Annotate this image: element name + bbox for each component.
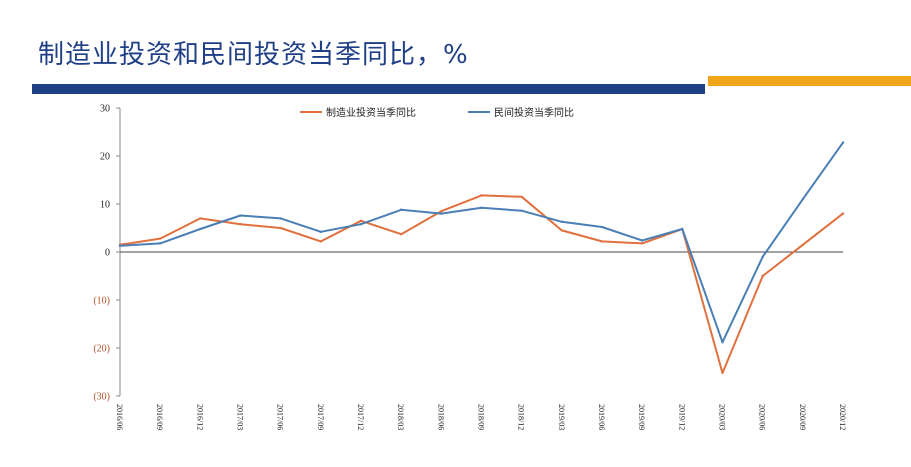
chart-legend: 制造业投资当季同比 民间投资当季同比 xyxy=(300,106,574,119)
data-point xyxy=(359,222,363,226)
data-point xyxy=(480,194,483,197)
title-underline-orange xyxy=(708,76,911,86)
data-point xyxy=(440,212,443,215)
data-point xyxy=(440,210,443,213)
series-line-manufacturing xyxy=(119,194,844,374)
y-tick-label: (20) xyxy=(93,344,110,355)
y-tick-label: (30) xyxy=(93,392,110,403)
data-point xyxy=(520,195,523,198)
line-chart: 30 20 10 0 (10) (20) (30) 2016/06 2016/09 2016/1… xyxy=(93,104,847,431)
series-line-private xyxy=(119,142,844,344)
data-point xyxy=(600,240,604,243)
data-point xyxy=(118,244,122,247)
data-point xyxy=(681,227,684,231)
data-point xyxy=(841,212,845,215)
data-point xyxy=(279,226,282,230)
x-tick-label: 2019/06 xyxy=(597,404,606,430)
data-point xyxy=(239,222,242,226)
data-point xyxy=(279,217,282,220)
data-point xyxy=(721,371,724,375)
x-tick-label: 2017/09 xyxy=(316,404,325,430)
x-tick-label: 2017/12 xyxy=(356,404,365,430)
data-point xyxy=(761,255,764,258)
x-tick-label: 2017/06 xyxy=(276,404,285,430)
data-point xyxy=(319,240,323,243)
x-tick-label: 2020/03 xyxy=(718,404,727,430)
x-tick-label: 2020/12 xyxy=(838,404,847,430)
x-tick-label: 2018/12 xyxy=(517,404,526,430)
x-tick-label: 2017/03 xyxy=(236,404,245,430)
x-tick-label: 2016/06 xyxy=(115,404,124,430)
data-point xyxy=(721,341,724,344)
data-point xyxy=(158,237,162,240)
x-tick-label: 2016/09 xyxy=(155,404,164,430)
y-tick-label: 20 xyxy=(100,152,110,163)
y-tick-labels: 30 20 10 0 (10) (20) (30) xyxy=(93,104,120,403)
y-tick-label: (10) xyxy=(93,296,110,307)
x-tick-label: 2019/09 xyxy=(637,404,646,430)
data-point xyxy=(480,206,483,210)
data-point xyxy=(600,225,604,229)
y-tick-label: 0 xyxy=(105,248,110,259)
data-point xyxy=(841,141,845,144)
data-point xyxy=(640,239,644,242)
data-point xyxy=(801,198,805,201)
chart-axes xyxy=(119,108,843,396)
chart-series xyxy=(118,141,845,375)
legend-label: 民间投资当季同比 xyxy=(494,106,574,119)
x-tick-label: 2019/12 xyxy=(677,404,686,430)
x-tick-label: 2018/09 xyxy=(477,404,486,430)
data-point xyxy=(640,242,644,245)
data-point xyxy=(239,214,242,217)
y-tick-label: 30 xyxy=(100,104,110,115)
data-point xyxy=(319,230,323,234)
title-underline-blue xyxy=(32,84,705,94)
x-tick-label: 2018/03 xyxy=(396,404,405,430)
x-tick-label: 2020/06 xyxy=(758,404,767,430)
data-point xyxy=(560,229,564,232)
data-point xyxy=(359,219,363,222)
data-point xyxy=(199,217,202,220)
data-point xyxy=(158,242,162,245)
x-tick-label: 2018/06 xyxy=(436,404,445,430)
x-tick-label: 2020/09 xyxy=(798,404,807,430)
page-title: 制造业投资和民间投资当季同比，% xyxy=(38,40,469,70)
data-point xyxy=(801,243,805,246)
x-tick-labels: 2016/06 2016/09 2016/12 2017/03 2017/06 2017/… xyxy=(115,404,847,430)
x-tick-label: 2019/03 xyxy=(557,404,566,430)
data-point xyxy=(560,220,564,223)
data-point xyxy=(520,209,523,212)
x-tick-label: 2016/12 xyxy=(195,404,204,430)
data-point xyxy=(199,227,202,231)
data-point xyxy=(761,274,764,278)
legend-label: 制造业投资当季同比 xyxy=(326,106,416,119)
y-tick-label: 10 xyxy=(100,200,110,211)
data-point xyxy=(399,208,403,211)
data-point xyxy=(399,233,403,236)
